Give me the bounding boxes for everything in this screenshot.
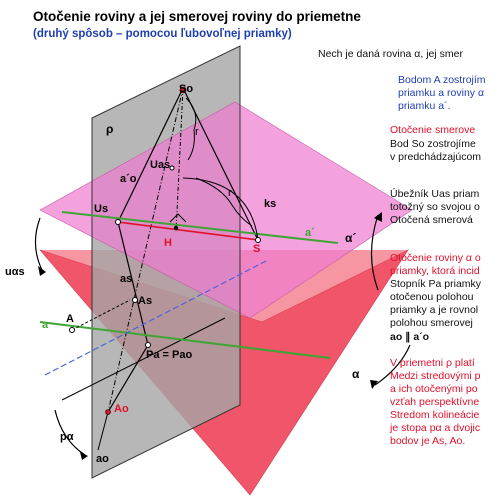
label-p-alpha: pα bbox=[60, 431, 74, 443]
line-blue bbox=[44, 259, 269, 376]
red-text-3g: bodov je As, Ao. bbox=[390, 435, 466, 447]
label-Ao: Ao bbox=[114, 403, 129, 415]
line-a bbox=[39, 321, 331, 359]
black-text-1a: Bod So zostrojíme bbox=[390, 138, 476, 150]
plane-alpha-prime bbox=[39, 101, 413, 319]
black-text-3e: ao ∥ a´o bbox=[390, 331, 430, 343]
arrow-rotate-alpha bbox=[374, 344, 411, 386]
arrow-rotate-lower bbox=[54, 409, 86, 456]
red-text-3e: Stredom kolineácie bbox=[390, 409, 480, 421]
intro-text: Nech je daná rovina α, jej smer bbox=[318, 48, 463, 60]
arc-ks bbox=[182, 177, 259, 241]
label-a-prime: a´ bbox=[305, 227, 315, 239]
black-text-3b: otočenou polohou bbox=[390, 291, 474, 303]
line-ao bbox=[107, 344, 149, 413]
red-text-3d: vzťah perspektívne bbox=[390, 396, 480, 408]
black-text-3c: priamky a je rovnol bbox=[390, 304, 479, 316]
label-A: A bbox=[66, 313, 74, 325]
black-text-3d: polohou smerovej bbox=[390, 317, 473, 329]
label-ks: ks bbox=[264, 198, 276, 210]
arrowhead-lower bbox=[80, 452, 88, 460]
page-title: Otočenie roviny a jej smerovej roviny do… bbox=[33, 9, 361, 24]
label-Pa: Pa = Pao bbox=[146, 349, 192, 361]
label-Us: Us bbox=[94, 203, 108, 215]
line-a-prime-o bbox=[117, 221, 259, 241]
label-a-prime-o: a´o bbox=[120, 173, 137, 185]
label-alpha-prime: α´ bbox=[345, 231, 356, 245]
point-Us bbox=[115, 219, 121, 225]
label-a-s: as bbox=[120, 273, 132, 285]
arrowhead-right bbox=[374, 212, 382, 222]
brace-r-upper bbox=[185, 97, 197, 161]
label-r-lower: r bbox=[228, 187, 232, 199]
arrow-rotate-upper bbox=[34, 217, 43, 271]
right-angle-mark bbox=[169, 213, 187, 223]
black-text-2a: Úbežník Uas priam bbox=[390, 188, 480, 200]
point-As bbox=[132, 297, 138, 303]
point-Ao bbox=[105, 409, 111, 415]
label-Uas: Uas bbox=[150, 159, 170, 171]
label-alpha: α bbox=[352, 367, 360, 381]
label-u-alpha-s: uαs bbox=[5, 266, 25, 278]
line-A-As bbox=[71, 299, 131, 331]
arrowhead-upper bbox=[38, 266, 46, 276]
label-r-upper: r bbox=[195, 126, 199, 138]
red-text-3a: V priemetni ρ platí bbox=[390, 357, 475, 369]
red-text-2a: Otočenie roviny α o bbox=[390, 252, 481, 264]
black-text-2b: totožný so svojou o bbox=[390, 201, 480, 213]
line-ao-ext bbox=[97, 411, 109, 451]
red-text-2b: priamky, ktorá incid bbox=[390, 265, 480, 277]
dash-line-so-h bbox=[175, 87, 184, 233]
point-S bbox=[255, 237, 261, 243]
black-text-1b: v predchádzajúcom bbox=[390, 151, 482, 163]
point-So bbox=[179, 86, 187, 94]
page-subtitle: (druhý spôsob – pomocou ľubovoľnej priam… bbox=[33, 28, 292, 40]
label-S: S bbox=[253, 243, 260, 255]
red-text-3b: Medzi stredovými p bbox=[390, 370, 481, 382]
blue-text-1: Bodom A zostrojím bbox=[398, 74, 486, 86]
label-H: H bbox=[164, 237, 172, 249]
line-a-prime bbox=[61, 211, 339, 244]
point-Uas bbox=[169, 165, 175, 171]
blue-text-3: priamku a´. bbox=[398, 100, 451, 112]
red-heading-1: Otočenie smerove bbox=[390, 124, 476, 136]
black-text-2c: Otočená smerová bbox=[390, 214, 473, 226]
point-Pa bbox=[145, 342, 151, 348]
label-As: As bbox=[138, 295, 152, 307]
label-a: a bbox=[42, 319, 49, 331]
black-text-3a: Stopník Pa priamky bbox=[390, 278, 482, 290]
label-a-o: ao bbox=[96, 453, 109, 465]
red-text-3c: a ich otočenými po bbox=[390, 383, 478, 395]
line-so-us bbox=[117, 87, 184, 223]
arrow-rotate-right bbox=[370, 214, 379, 291]
label-So: So bbox=[179, 83, 193, 95]
arrowhead-alpha bbox=[370, 380, 378, 389]
center-line bbox=[107, 87, 184, 413]
point-H bbox=[173, 225, 179, 231]
line-p-alpha bbox=[61, 317, 226, 401]
brace-r-lower bbox=[195, 177, 253, 227]
blue-text-2: priamku a roviny α bbox=[398, 87, 485, 99]
red-text-3f: je stopa pα a dvojic bbox=[390, 422, 481, 434]
point-A bbox=[69, 327, 75, 333]
label-rho: ρ bbox=[106, 122, 113, 136]
